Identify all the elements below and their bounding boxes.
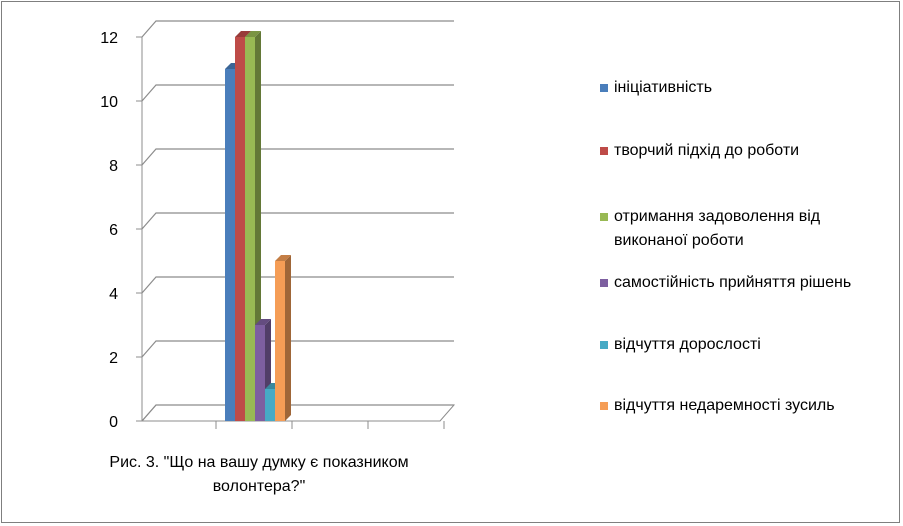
legend-swatch	[600, 402, 608, 410]
gridline-0	[141, 404, 454, 422]
bar-6	[275, 255, 291, 421]
chart-caption-line-2: волонтера?"	[213, 478, 306, 495]
legend-item-2: творчий підхід до роботи	[600, 139, 895, 163]
legend-item-3: отримання задоволення від виконаної робо…	[600, 205, 895, 253]
legend-item-6: відчуття недаремності зусиль	[600, 394, 895, 418]
y-tick-labels: 0 2 4 6 8 10 12	[100, 30, 118, 431]
legend-swatch	[600, 84, 608, 92]
gridline-10	[141, 84, 454, 102]
legend-label: самостійність прийняття рішень	[614, 274, 852, 291]
legend-item-4: самостійність прийняття рішень	[600, 271, 895, 295]
legend-swatch	[600, 279, 608, 287]
legend-item-5: відчуття дорослості	[600, 333, 895, 357]
legend-item-1: ініціативність	[600, 76, 895, 100]
legend-label: відчуття недаремності зусиль	[614, 397, 835, 414]
chart-floor	[140, 404, 456, 422]
legend-label: творчий підхід до роботи	[614, 142, 800, 159]
legend-swatch	[600, 147, 608, 155]
gridline-12	[141, 20, 454, 38]
gridline-2	[141, 340, 454, 358]
chart-caption-line-1: Рис. 3. "Що на вашу думку є показником	[109, 454, 408, 471]
y-tick-label-12: 12	[100, 30, 118, 47]
gridline-6	[141, 212, 454, 230]
axes	[136, 36, 456, 429]
legend-swatch	[600, 341, 608, 349]
legend-label: відчуття дорослості	[614, 336, 761, 353]
legend-label: ініціативність	[614, 79, 713, 96]
y-tick-label-0: 0	[109, 414, 118, 431]
legend-label: отримання задоволення від виконаної робо…	[614, 208, 821, 249]
legend-swatch	[600, 213, 608, 221]
y-tick-label-2: 2	[109, 350, 118, 367]
y-tick-label-6: 6	[109, 222, 118, 239]
gridlines	[141, 20, 454, 422]
y-tick-label-10: 10	[100, 94, 118, 111]
y-tick-label-8: 8	[109, 158, 118, 175]
gridline-8	[141, 148, 454, 166]
bars	[225, 31, 291, 421]
y-tick-label-4: 4	[109, 286, 118, 303]
gridline-4	[141, 276, 454, 294]
